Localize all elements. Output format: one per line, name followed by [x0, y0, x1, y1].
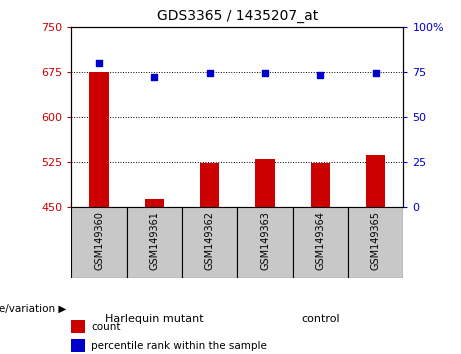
- Point: [261, 71, 269, 76]
- Point: [206, 71, 213, 76]
- Text: genotype/variation ▶: genotype/variation ▶: [0, 304, 67, 314]
- Text: control: control: [301, 314, 340, 324]
- Point: [95, 60, 103, 65]
- Text: GSM149360: GSM149360: [94, 211, 104, 269]
- Bar: [311, 163, 330, 207]
- Text: percentile rank within the sample: percentile rank within the sample: [91, 341, 267, 351]
- Text: GSM149364: GSM149364: [315, 211, 325, 269]
- Text: Harlequin mutant: Harlequin mutant: [105, 314, 204, 324]
- Bar: [71, 339, 85, 352]
- Bar: [71, 320, 85, 333]
- Bar: [348, 207, 403, 278]
- Point: [372, 71, 379, 76]
- Bar: [127, 207, 182, 278]
- Point: [151, 74, 158, 80]
- Text: GSM149362: GSM149362: [205, 211, 215, 270]
- Bar: [182, 207, 237, 278]
- Bar: [366, 155, 385, 207]
- Title: GDS3365 / 1435207_at: GDS3365 / 1435207_at: [157, 9, 318, 23]
- Text: GSM149361: GSM149361: [149, 211, 160, 269]
- Point: [317, 73, 324, 78]
- Bar: [200, 163, 219, 207]
- Bar: [71, 207, 127, 278]
- Text: GSM149365: GSM149365: [371, 211, 381, 270]
- Text: GSM149363: GSM149363: [260, 211, 270, 269]
- Text: count: count: [91, 322, 121, 332]
- Bar: [145, 199, 164, 207]
- Bar: [89, 72, 109, 207]
- Bar: [237, 207, 293, 278]
- Bar: [293, 207, 348, 278]
- Bar: [255, 159, 275, 207]
